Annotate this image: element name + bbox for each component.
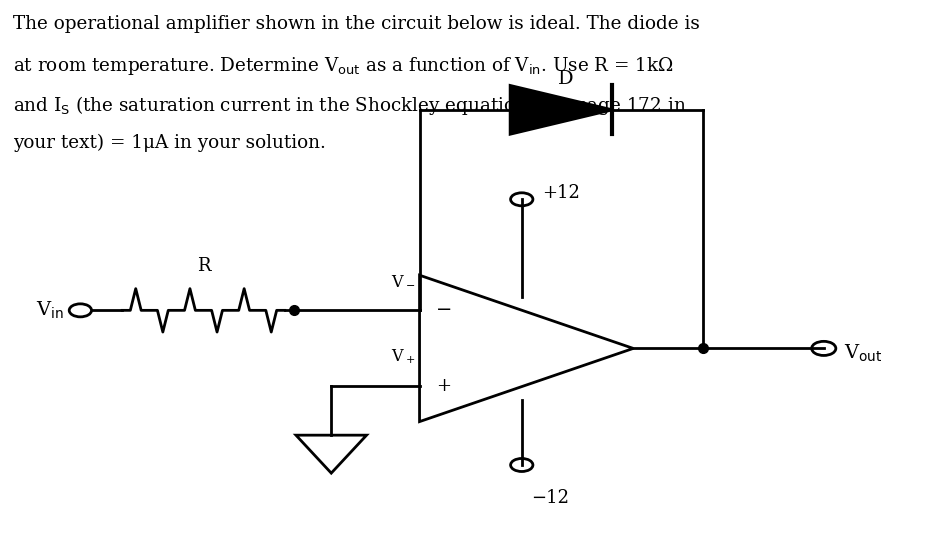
Text: R: R [197, 257, 211, 275]
Text: V$_{\mathrm{in}}$: V$_{\mathrm{in}}$ [35, 300, 63, 321]
Text: and I$_{\mathrm{S}}$ (the saturation current in the Shockley equation, see page : and I$_{\mathrm{S}}$ (the saturation cur… [13, 94, 687, 117]
Text: V$_+$: V$_+$ [391, 347, 415, 366]
Text: +: + [436, 378, 451, 396]
Text: The operational amplifier shown in the circuit below is ideal. The diode is: The operational amplifier shown in the c… [13, 15, 700, 33]
Text: −: − [436, 301, 453, 319]
Text: D: D [558, 70, 574, 88]
Text: +12: +12 [542, 184, 580, 202]
Text: your text) = 1μA in your solution.: your text) = 1μA in your solution. [13, 134, 326, 152]
Polygon shape [510, 86, 612, 134]
Text: V$_{\mathrm{out}}$: V$_{\mathrm{out}}$ [844, 343, 883, 365]
Text: at room temperature. Determine V$_{\mathrm{out}}$ as a function of V$_{\mathrm{i: at room temperature. Determine V$_{\math… [13, 54, 674, 76]
Text: −12: −12 [531, 489, 569, 507]
Text: V$_-$: V$_-$ [391, 272, 415, 289]
